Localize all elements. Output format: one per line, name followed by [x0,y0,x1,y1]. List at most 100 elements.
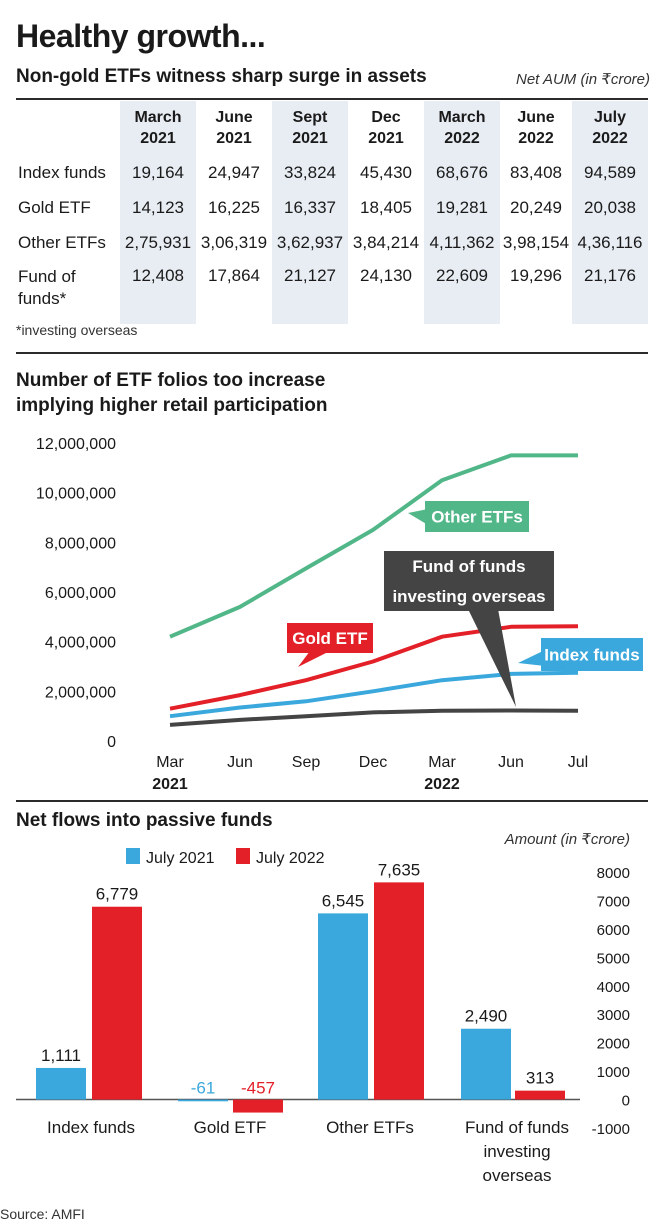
callout-pointer [518,650,545,666]
bar-july-2022 [233,1099,283,1113]
table-cell: 24,130 [360,266,412,285]
table-cell: 20,038 [572,190,648,225]
series-line-gold-etf [169,624,579,711]
divider [16,800,648,802]
table-header-row: March 2021 June 2021 Sept 2021 Dec 2021 Marc… [14,101,648,155]
series-line-other-etfs [169,453,578,639]
x-year-label: 2022 [424,776,460,793]
series-label-index-funds: Index funds [518,638,643,671]
category-label-line: Fund of funds [465,1118,569,1137]
series-label-fund-of-funds-investing-overseas: Fund of funds investing overseas [384,551,554,707]
y-tick-label: 8000 [597,865,630,882]
table-cell: 4,36,116 [572,225,648,260]
table-cell: 21,176 [572,260,648,324]
callout-box [287,623,373,653]
data-label: 1,111 [41,1046,81,1065]
table-unit-note: Net AUM (in ₹crore) [515,71,650,88]
table-cell: 83,408 [510,162,562,182]
y-tick-label: 8,000,000 [45,535,116,552]
bar-july-2022 [515,1090,565,1100]
x-tick-label: Mar [428,754,456,771]
table-cell: 19,164 [120,155,196,190]
table-cell: 68,676 [424,155,500,190]
category-label: Index funds [47,1118,135,1137]
table-cell: 19,296 [510,266,562,285]
folios-line-chart: 0 2,000,000 4,000,000 6,000,000 8,000,000 10,… [36,436,643,793]
table-cell: 22,609 [424,260,500,324]
table-cell: 17,864 [208,266,260,285]
callout-pointer [468,609,516,707]
aum-table: March 2021 June 2021 Sept 2021 Dec 2021 Marc… [14,101,648,324]
data-label: -61 [191,1079,216,1098]
data-label: 6,779 [96,885,139,904]
table-cell: 24,947 [208,162,260,182]
x-tick-label: Jul [568,754,588,771]
column-header: March 2021 [120,101,196,155]
data-label: -457 [241,1079,275,1098]
y-tick-label: 2,000,000 [45,684,116,701]
callout-box [425,501,529,532]
y-tick-label: 2000 [597,1036,630,1053]
category-label: Gold ETF [194,1118,267,1137]
callout-text: Fund of funds [412,557,525,576]
column-header: July 2022 [572,101,648,155]
series-label-other-etfs: Other ETFs [408,501,529,532]
y-tick-label: 5000 [597,950,630,967]
table-cell: 45,430 [360,162,412,182]
data-label: 313 [526,1069,554,1088]
series-line-fund-of-funds-investing-overseas [169,708,579,727]
table-subtitle: Non-gold ETFs witness sharp surge in ass… [16,66,427,87]
row-label: Other ETFs [18,232,106,252]
y-tick-label: 7000 [597,893,630,910]
series-label-gold-etf: Gold ETF [287,623,373,667]
table-cell: 16,225 [208,197,260,217]
callout-text: Other ETFs [431,508,523,527]
table-corner [14,101,120,155]
bar-july-2021 [178,1099,228,1102]
y-tick-label: 0 [622,1093,630,1110]
column-header: June 2021 [215,109,253,147]
divider [16,98,648,100]
table-cell: 14,123 [120,190,196,225]
category-label-line: overseas [483,1166,552,1185]
column-header: March 2022 [424,101,500,155]
callout-pointer [408,509,428,525]
legend-swatch-july-2021 [126,848,140,864]
y-tick-label: 4000 [597,979,630,996]
row-label: Fund of funds* [18,267,76,308]
table-cell: 33,824 [272,155,348,190]
row-label: Gold ETF [18,197,91,217]
table-cell: 3,84,214 [352,232,420,252]
table-cell: 3,98,154 [502,232,570,252]
divider [16,352,648,354]
bar-july-2021 [36,1067,86,1100]
data-label: 7,635 [378,860,421,879]
folios-title-line2: implying higher retail participation [16,395,328,416]
page-title: Healthy growth... [16,18,266,54]
callout-text: investing overseas [392,587,545,606]
category-label: Other ETFs [326,1118,414,1137]
table-cell: 21,127 [272,260,348,324]
x-tick-label: Mar [156,754,184,771]
table-cell: 2,75,931 [120,225,196,260]
table-row: Index funds 19,164 24,947 33,824 45,430 … [14,155,648,190]
table-cell: 3,62,937 [272,225,348,260]
flows-title: Net flows into passive funds [16,810,273,831]
y-tick-label: 12,000,000 [36,436,116,453]
table-footnote: *investing overseas [16,322,138,338]
folios-title: Number of ETF folios too increase implyi… [16,368,327,418]
column-header: Sept 2021 [272,101,348,155]
table-cell: 16,337 [272,190,348,225]
y-tick-label: 4,000,000 [45,635,116,652]
data-label: 6,545 [322,891,365,910]
table-row: Gold ETF 14,123 16,225 16,337 18,405 19,… [14,190,648,225]
table-cell: 20,249 [510,197,562,217]
callout-box [541,638,643,671]
table-cell: 4,11,362 [424,225,500,260]
category-label-line: investing [483,1142,550,1161]
table-cell: 19,281 [424,190,500,225]
callout-text: Gold ETF [292,629,368,648]
column-header: June 2022 [517,109,555,147]
table-row: Other ETFs 2,75,931 3,06,319 3,62,937 3,… [14,225,648,260]
folios-title-line1: Number of ETF folios too increase [16,370,326,391]
